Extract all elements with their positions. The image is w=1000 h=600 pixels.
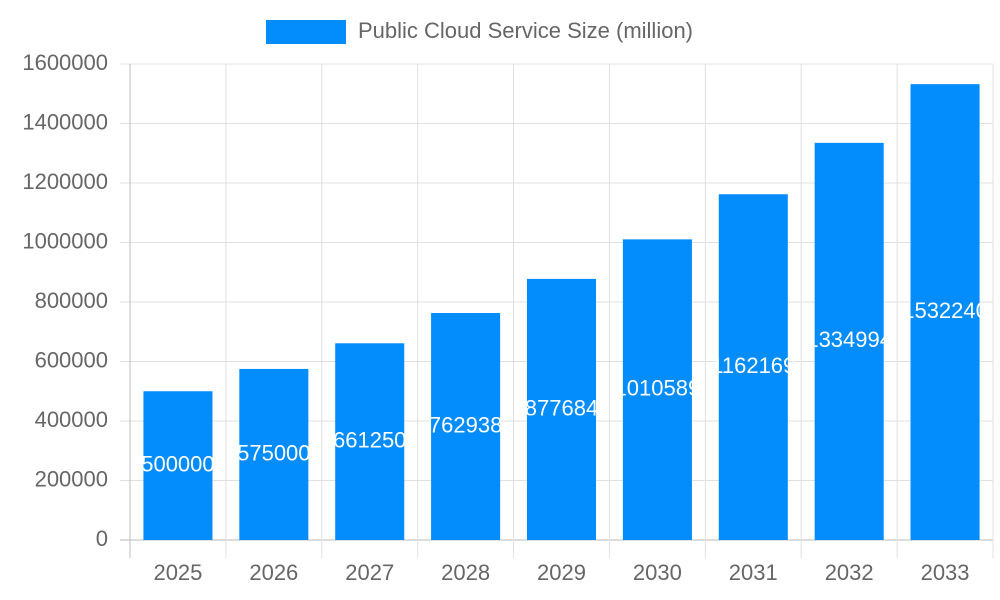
- x-tick-label: 2025: [153, 560, 202, 585]
- data-label: 1162169: [711, 353, 795, 378]
- y-tick-label: 0: [96, 526, 108, 551]
- data-label: 762938: [429, 412, 502, 437]
- y-tick-label: 1000000: [22, 228, 108, 253]
- bar: [718, 194, 788, 541]
- x-tick-label: 2027: [345, 560, 394, 585]
- y-tick-label: 600000: [35, 347, 108, 372]
- y-tick-label: 1600000: [22, 50, 108, 75]
- bar: [143, 391, 213, 540]
- y-tick-label: 1200000: [22, 169, 108, 194]
- x-tick-label: 2033: [921, 560, 970, 585]
- y-tick-label: 400000: [35, 407, 108, 432]
- bar: [431, 313, 501, 540]
- data-label: 1532240: [902, 298, 988, 323]
- bar: [526, 278, 597, 540]
- bar: [910, 84, 980, 540]
- data-label: 575000: [237, 440, 310, 465]
- data-label: 1334994: [806, 327, 892, 352]
- bar: [622, 239, 692, 540]
- y-tick-label: 1400000: [22, 109, 108, 134]
- data-label: 661250: [333, 427, 406, 452]
- bar: [335, 343, 405, 540]
- data-label: 1010589: [615, 375, 701, 400]
- bar: [814, 142, 884, 540]
- y-tick-label: 800000: [35, 288, 108, 313]
- data-label: 500000: [141, 451, 214, 476]
- x-tick-label: 2029: [537, 560, 586, 585]
- legend-swatch[interactable]: [266, 20, 346, 44]
- data-label: 877684: [525, 395, 598, 420]
- x-tick-label: 2030: [633, 560, 682, 585]
- x-tick-label: 2026: [249, 560, 298, 585]
- bar: [239, 368, 309, 540]
- legend-label[interactable]: Public Cloud Service Size (million): [358, 18, 693, 43]
- x-tick-label: 2031: [729, 560, 778, 585]
- x-tick-label: 2032: [825, 560, 874, 585]
- x-tick-label: 2028: [441, 560, 490, 585]
- y-tick-label: 200000: [35, 466, 108, 491]
